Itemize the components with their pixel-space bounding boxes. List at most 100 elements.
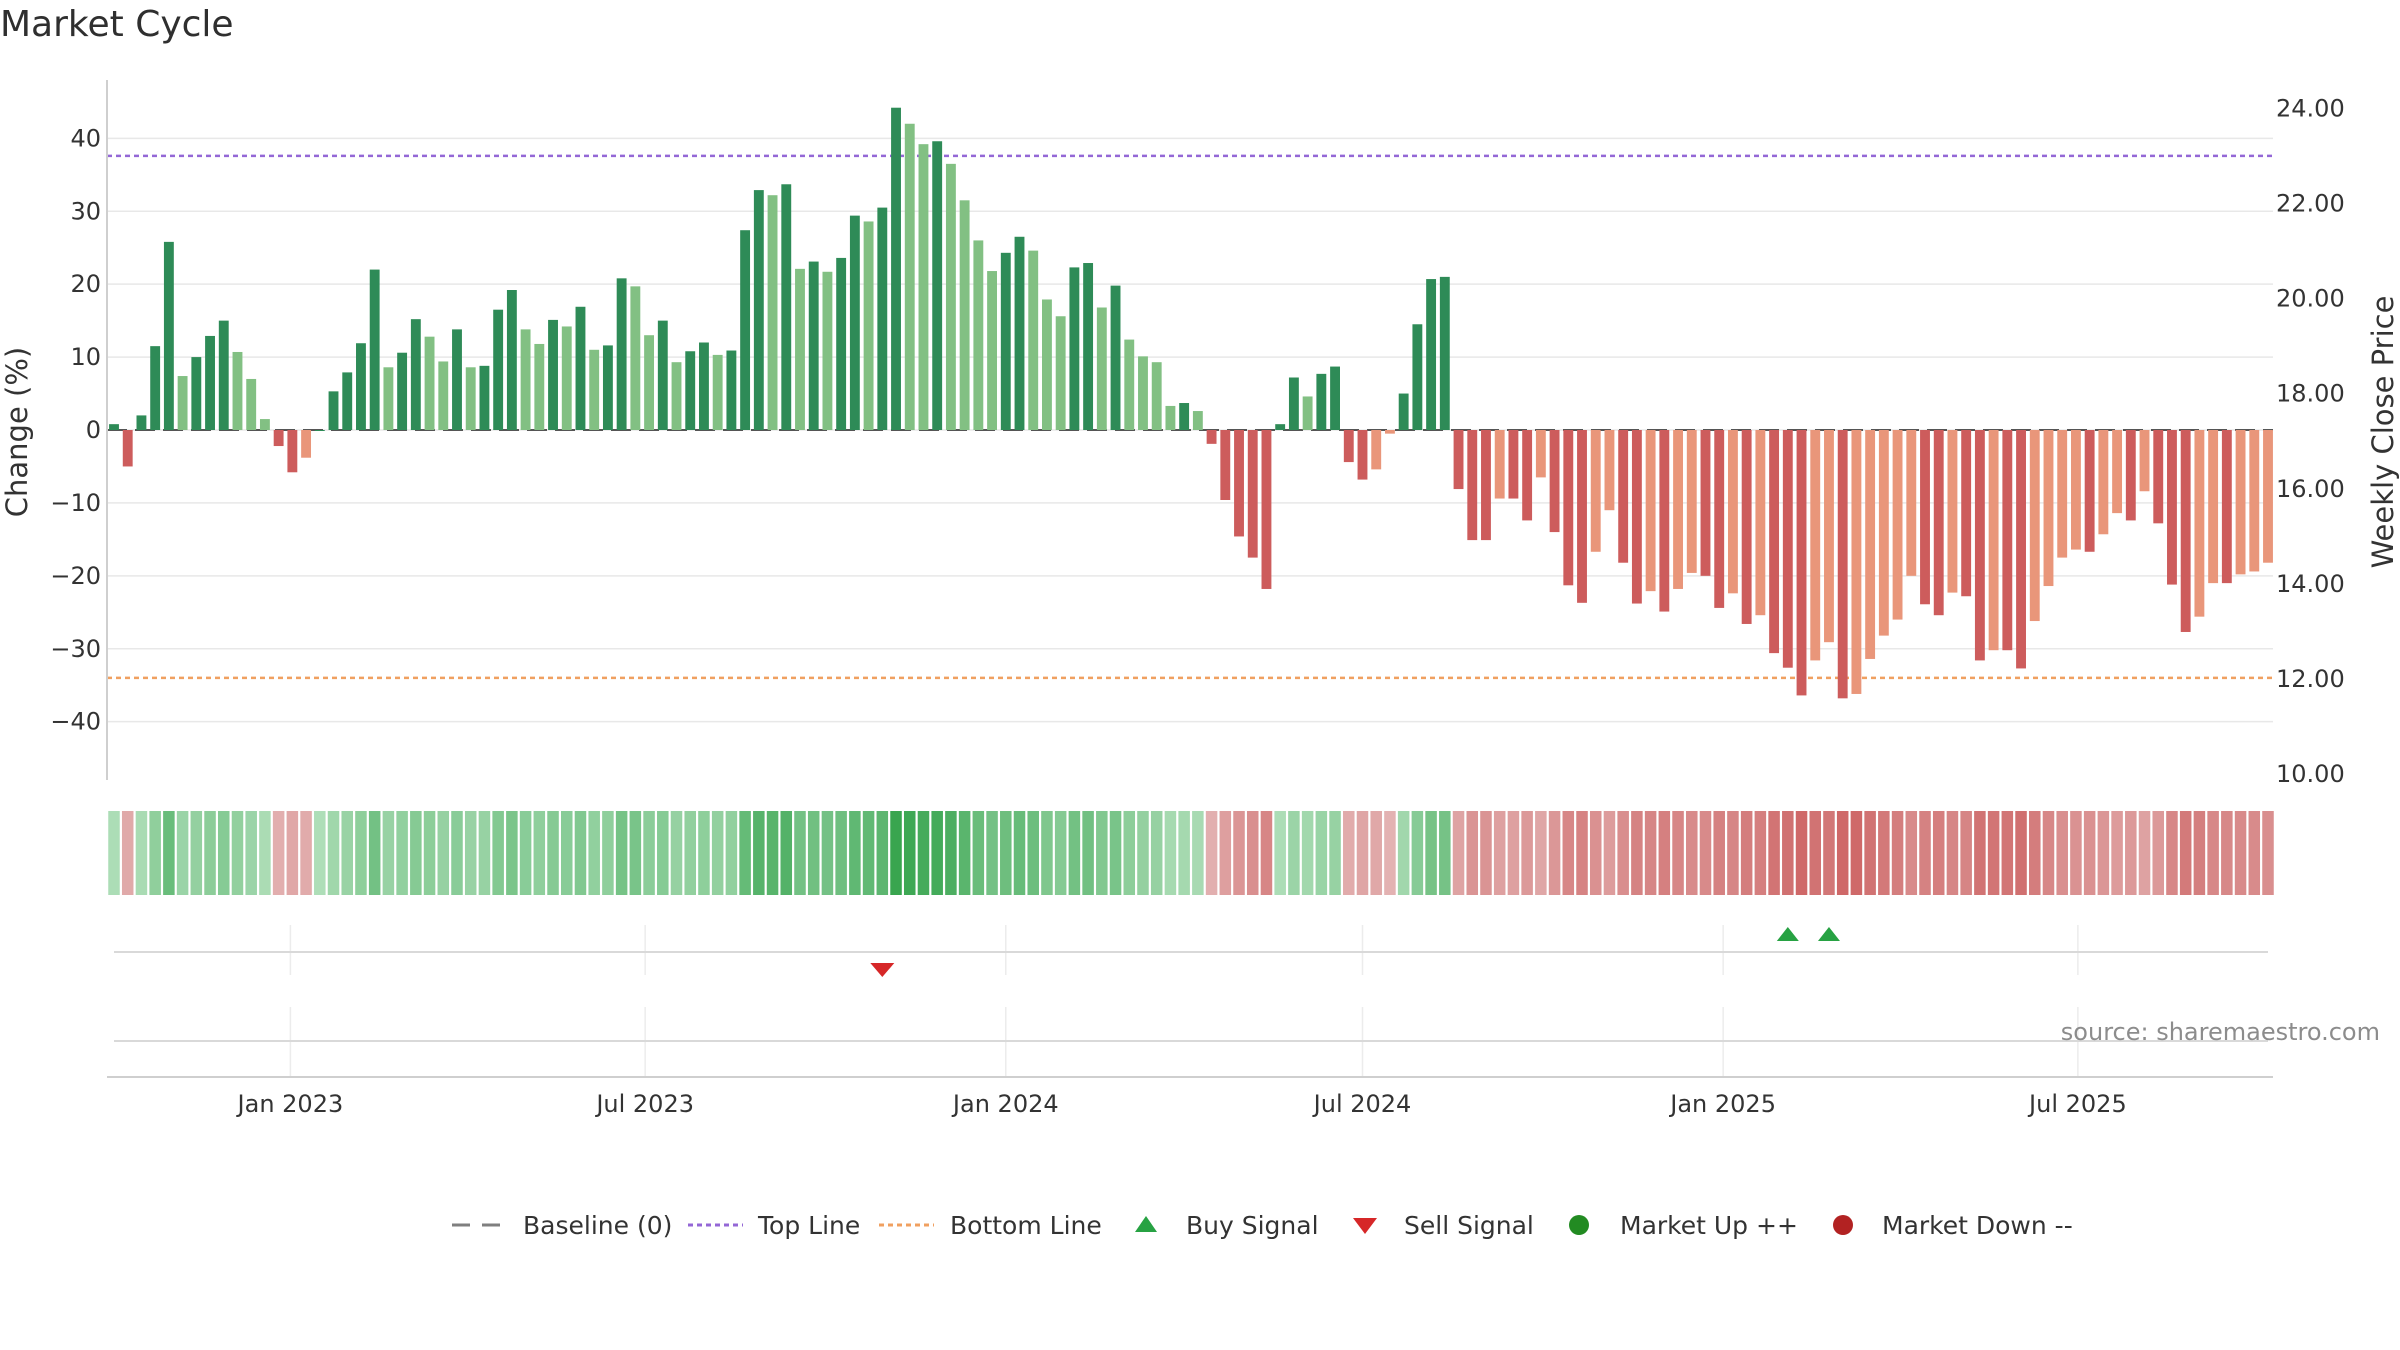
intensity-cell bbox=[1096, 811, 1108, 895]
change-bar bbox=[548, 319, 558, 430]
intensity-cell bbox=[1754, 811, 1767, 895]
intensity-cell bbox=[2056, 811, 2068, 895]
change-bar bbox=[945, 163, 956, 430]
change-bar bbox=[314, 430, 325, 431]
change-bar bbox=[685, 351, 696, 430]
change-bar bbox=[1659, 430, 1670, 612]
intensity-cell bbox=[890, 811, 902, 895]
intensity-cell bbox=[176, 811, 189, 895]
change-bar bbox=[1769, 430, 1780, 654]
change-bar bbox=[1055, 316, 1066, 430]
intensity-cell bbox=[917, 811, 930, 895]
change-bar bbox=[808, 261, 819, 430]
change-bar bbox=[1947, 430, 1958, 593]
change-bar bbox=[534, 343, 545, 430]
change-bar bbox=[136, 415, 147, 430]
change-bar bbox=[2139, 430, 2150, 492]
change-bar bbox=[2098, 430, 2109, 535]
intensity-cell bbox=[1301, 811, 1314, 895]
buy-signal-marker bbox=[1776, 927, 1799, 941]
intensity-cell bbox=[1548, 811, 1561, 895]
intensity-cell bbox=[972, 811, 985, 895]
legend-label: Buy Signal bbox=[1186, 1211, 1319, 1240]
intensity-cell bbox=[807, 811, 820, 895]
intensity-cell bbox=[725, 811, 738, 895]
change-bar bbox=[740, 230, 751, 430]
change-bar bbox=[877, 207, 888, 430]
y2-tick-label: 24.00 bbox=[2276, 95, 2345, 123]
intensity-cell bbox=[711, 811, 724, 895]
change-bar bbox=[273, 430, 284, 447]
intensity-cell bbox=[1178, 811, 1190, 895]
change-bar bbox=[932, 141, 943, 430]
intensity-cell bbox=[1905, 811, 1918, 895]
intensity-cell bbox=[2221, 811, 2233, 895]
intensity-cell bbox=[560, 811, 573, 895]
intensity-cell bbox=[1521, 811, 1533, 895]
intensity-cell bbox=[396, 811, 408, 895]
intensity-cell bbox=[1205, 811, 1218, 895]
intensity-cell bbox=[945, 811, 957, 895]
intensity-cell bbox=[602, 811, 614, 895]
change-bar bbox=[150, 346, 161, 430]
change-bar bbox=[1563, 430, 1574, 586]
change-bar bbox=[232, 351, 243, 430]
change-bar bbox=[465, 367, 476, 430]
intensity-cell bbox=[2111, 811, 2123, 895]
change-bar bbox=[849, 215, 860, 430]
intensity-cell bbox=[1617, 811, 1629, 895]
intensity-cell bbox=[245, 811, 257, 895]
intensity-cell bbox=[1192, 811, 1204, 895]
legend-label: Sell Signal bbox=[1404, 1211, 1534, 1240]
change-bar bbox=[2208, 430, 2219, 584]
change-bar bbox=[369, 269, 380, 430]
intensity-cell bbox=[2001, 811, 2014, 895]
change-bar bbox=[1247, 430, 1258, 558]
intensity-cell bbox=[1576, 811, 1588, 895]
intensity-cell bbox=[1946, 811, 1959, 895]
change-bar bbox=[836, 257, 847, 430]
change-bar bbox=[712, 354, 723, 430]
change-bar bbox=[1192, 411, 1203, 430]
y2-tick-label: 10.00 bbox=[2276, 760, 2345, 788]
change-bar bbox=[452, 329, 462, 430]
change-bar bbox=[1577, 430, 1587, 603]
change-bar bbox=[2084, 430, 2095, 552]
intensity-cell bbox=[1123, 811, 1136, 895]
change-bar bbox=[644, 335, 655, 430]
intensity-cell bbox=[1466, 811, 1479, 895]
intensity-cell bbox=[1452, 811, 1465, 895]
change-bar bbox=[1590, 430, 1601, 552]
change-bar bbox=[1878, 430, 1889, 636]
intensity-cell bbox=[1823, 811, 1835, 895]
intensity-cell bbox=[1439, 811, 1451, 895]
change-bar bbox=[2057, 430, 2068, 558]
change-bar bbox=[1714, 430, 1725, 608]
intensity-cell bbox=[739, 811, 751, 895]
change-bar bbox=[1453, 430, 1464, 490]
y-tick-label: −40 bbox=[50, 708, 101, 736]
intensity-cell bbox=[574, 811, 587, 895]
change-bar bbox=[479, 365, 490, 430]
intensity-cell bbox=[272, 811, 285, 895]
intensity-cell bbox=[1686, 811, 1698, 895]
intensity-cell bbox=[1809, 811, 1822, 895]
change-bars bbox=[109, 107, 2273, 699]
intensity-cell bbox=[1672, 811, 1684, 895]
intensity-cell bbox=[2083, 811, 2096, 895]
legend-label: Market Up ++ bbox=[1620, 1211, 1798, 1240]
intensity-cell bbox=[657, 811, 669, 895]
change-bar bbox=[1439, 276, 1450, 430]
intensity-cell bbox=[2166, 811, 2178, 895]
change-bar bbox=[1426, 279, 1437, 430]
intensity-cell bbox=[1960, 811, 1972, 895]
intensity-cell bbox=[986, 811, 998, 895]
y2-tick-label: 16.00 bbox=[2276, 475, 2345, 503]
legend-swatch-buy bbox=[1135, 1216, 1157, 1232]
intensity-cell bbox=[1343, 811, 1355, 895]
change-bar bbox=[1988, 430, 1999, 651]
change-bar bbox=[1494, 430, 1505, 499]
intensity-cell bbox=[533, 811, 546, 895]
change-bar bbox=[1645, 430, 1656, 592]
change-bar bbox=[1234, 430, 1244, 537]
